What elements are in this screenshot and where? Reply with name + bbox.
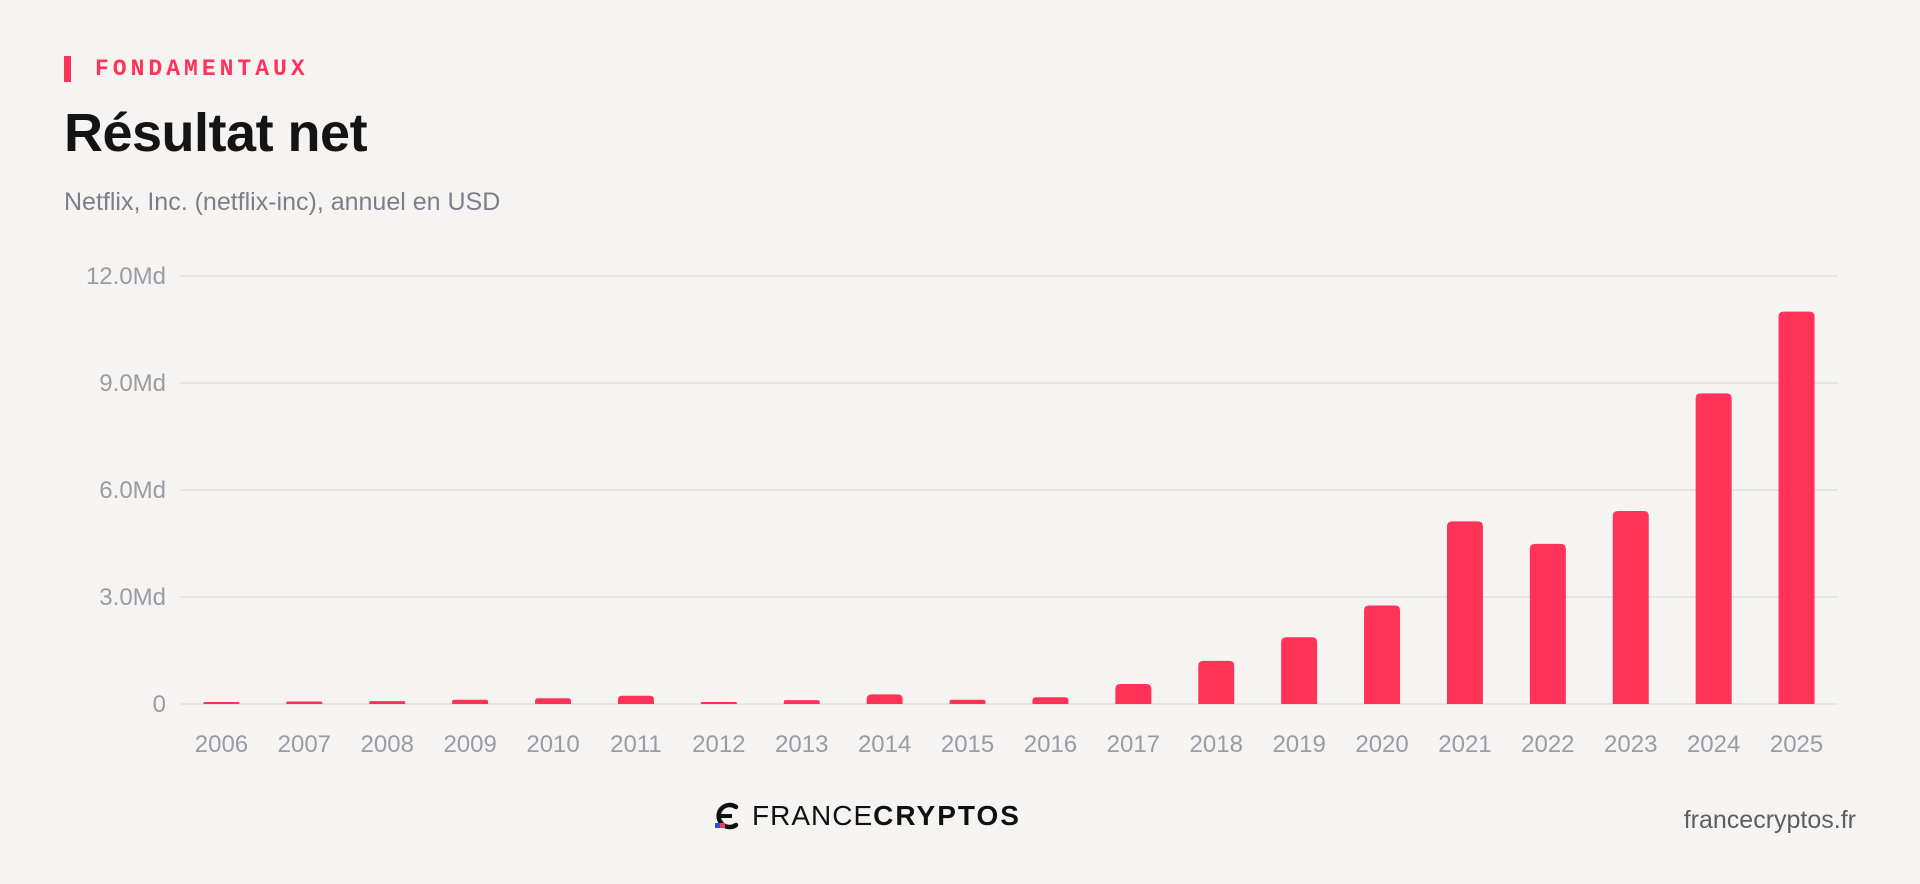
bar-2020 [1364,605,1401,704]
x-axis-ticks: 2006 2007 2008 2009 2010 2011 2012 2013 2014 2015… [195,731,1823,758]
bar-2012 [700,702,737,704]
y-tick-label: 9.0Md [99,370,166,397]
x-tick-label: 2020 [1355,731,1408,758]
x-tick-label: 2017 [1107,731,1160,758]
bar-2024 [1695,393,1732,704]
kicker-accent-bar [64,56,71,82]
y-tick-label: 12.0Md [86,263,166,290]
x-tick-label: 2016 [1024,731,1077,758]
x-tick-label: 2009 [443,731,496,758]
bar-2021 [1446,521,1483,704]
y-axis-ticks: 0 3.0Md 6.0Md 9.0Md 12.0Md [86,263,166,718]
x-tick-label: 2007 [278,731,331,758]
x-tick-label: 2012 [692,731,745,758]
chart-subtitle: Netflix, Inc. (netflix-inc), annuel en U… [64,188,501,216]
x-tick-label: 2021 [1438,731,1491,758]
bar-2017 [1115,684,1152,704]
bar-2023 [1612,511,1649,704]
bar-2007 [286,701,323,704]
x-tick-label: 2008 [361,731,414,758]
y-tick-label: 6.0Md [99,477,166,504]
y-tick-label: 3.0Md [99,584,166,611]
bar-2025 [1778,311,1815,704]
x-tick-label: 2024 [1687,731,1740,758]
bar-2006 [203,702,240,704]
x-tick-label: 2019 [1272,731,1325,758]
france-cryptos-logo-icon [715,802,739,830]
bar-2022 [1529,543,1566,704]
kicker-label: FONDAMENTAUX [95,56,309,82]
x-tick-label: 2013 [775,731,828,758]
x-tick-label: 2025 [1770,731,1823,758]
chart-title: Résultat net [64,103,368,163]
grid-lines [180,275,1838,705]
bar-2015 [949,699,986,704]
bar-2011 [617,695,654,704]
bar-2008 [369,701,406,704]
brand-name-light: FRANCE [752,800,874,831]
bar-2016 [1032,697,1069,704]
x-tick-label: 2010 [526,731,579,758]
x-tick-label: 2014 [858,731,911,758]
bar-2014 [866,694,903,704]
bar-2018 [1198,660,1235,704]
bar-2019 [1281,637,1318,704]
bars [203,311,1815,704]
x-tick-label: 2015 [941,731,994,758]
bar-2013 [783,700,820,704]
x-tick-label: 2022 [1521,731,1574,758]
bar-2010 [535,698,572,704]
brand-name-bold: CRYPTOS [873,800,1021,831]
x-tick-label: 2023 [1604,731,1657,758]
x-tick-label: 2006 [195,731,248,758]
x-tick-label: 2011 [610,731,662,758]
bar-2009 [452,699,489,704]
site-url: francecryptos.fr [1683,806,1856,834]
x-tick-label: 2018 [1190,731,1243,758]
y-tick-label: 0 [153,691,166,718]
brand-logo: FRANCE CRYPTOS [712,800,1021,832]
section-kicker: FONDAMENTAUX [64,56,309,82]
